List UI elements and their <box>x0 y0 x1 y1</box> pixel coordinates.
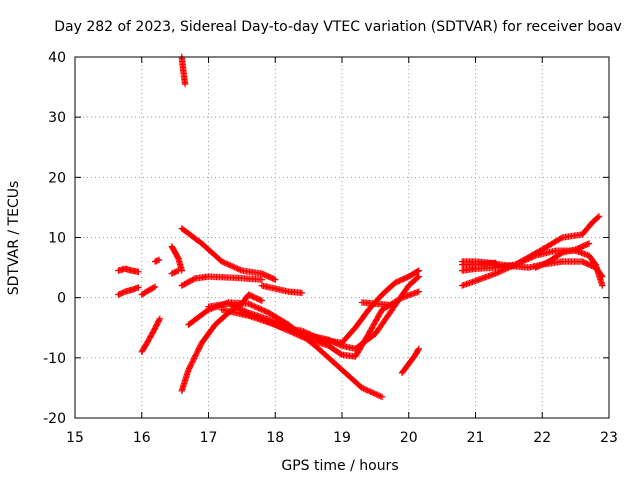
series-track-23 <box>532 240 593 271</box>
series-track-16 <box>238 267 422 346</box>
x-tick-labels: 15 16 17 18 19 20 21 22 23 <box>66 430 618 446</box>
data-point-markers <box>115 284 142 298</box>
x-tick-label: 20 <box>400 430 418 446</box>
data-point-markers <box>398 345 422 377</box>
x-tick-label: 22 <box>533 430 551 446</box>
series-track-4 <box>138 315 163 355</box>
grid-lines <box>75 57 609 418</box>
x-tick-label: 16 <box>133 430 151 446</box>
series-track-22 <box>459 259 499 268</box>
x-tick-label: 18 <box>266 430 284 446</box>
series-track-1 <box>115 265 142 275</box>
data-points <box>115 53 606 401</box>
y-tick-label: 30 <box>48 110 66 126</box>
series-track-10 <box>178 273 266 289</box>
x-tick-label: 19 <box>333 430 351 446</box>
x-tick-label: 23 <box>600 430 618 446</box>
y-tick-label: 0 <box>57 291 66 307</box>
y-tick-label: 20 <box>48 170 66 186</box>
x-tick-label: 21 <box>467 430 485 446</box>
data-point-markers <box>178 225 279 283</box>
y-tick-label: 40 <box>48 50 66 66</box>
data-point-markers <box>151 256 163 265</box>
series-track-9 <box>178 225 279 283</box>
series-track-17 <box>358 299 392 309</box>
x-tick-label: 17 <box>200 430 218 446</box>
data-point-markers <box>138 315 163 355</box>
x-axis-title: GPS time / hours <box>281 458 398 474</box>
y-tick-label: -20 <box>43 411 66 427</box>
data-point-markers <box>178 53 189 88</box>
series-track-5 <box>151 256 163 265</box>
axis-ticks <box>74 56 610 419</box>
data-point-markers <box>358 299 392 309</box>
data-point-markers <box>238 267 422 346</box>
x-tick-label: 15 <box>66 430 84 446</box>
data-point-markers <box>168 267 182 277</box>
series-track-7 <box>168 267 182 277</box>
series-track-6 <box>168 243 185 274</box>
data-point-markers <box>258 282 306 297</box>
y-tick-label: -10 <box>43 351 66 367</box>
series-track-18 <box>398 345 422 377</box>
y-axis-title: SDTVAR / TECUs <box>6 181 22 296</box>
chart-title: Day 282 of 2023, Sidereal Day-to-day VTE… <box>54 19 622 35</box>
data-point-markers <box>168 243 185 274</box>
y-tick-label: 10 <box>48 231 66 247</box>
data-point-markers <box>178 273 266 289</box>
data-point-markers <box>459 259 499 268</box>
data-point-markers <box>138 283 159 298</box>
data-point-markers <box>115 265 142 275</box>
series-track-2 <box>115 284 142 298</box>
series-track-3 <box>138 283 159 298</box>
y-tick-labels: -20 -10 0 10 20 30 40 <box>43 50 66 427</box>
data-point-markers <box>532 240 593 271</box>
series-track-15 <box>258 282 306 297</box>
series-track-8 <box>178 53 189 88</box>
